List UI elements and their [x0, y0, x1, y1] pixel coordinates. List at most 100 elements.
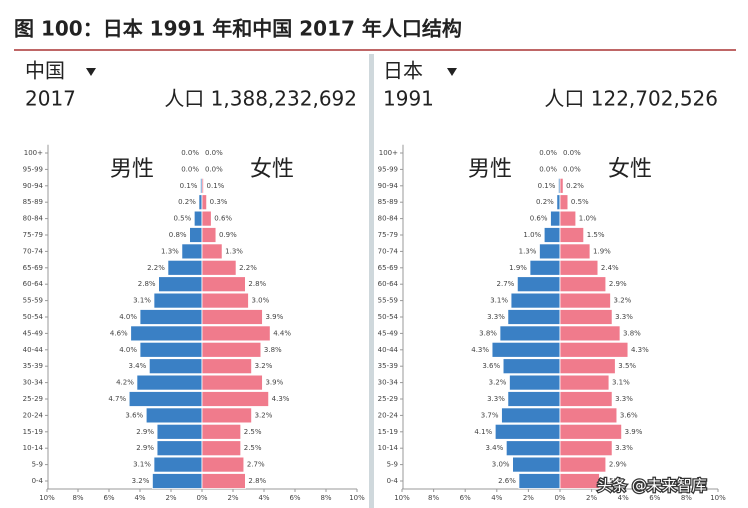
y-tick-label: 75-79	[378, 231, 398, 239]
bar	[189, 227, 203, 243]
data-label: 0.0%	[181, 165, 199, 173]
bar	[201, 177, 204, 194]
bar	[507, 391, 561, 407]
data-label: 2.7%	[247, 461, 265, 469]
data-label: 0.0%	[539, 149, 557, 157]
bar	[501, 407, 561, 424]
data-label: 1.3%	[161, 247, 179, 255]
x-tick-label: 2%	[523, 494, 534, 502]
data-label: 4.2%	[116, 379, 134, 387]
bar	[181, 243, 203, 260]
data-label: 1.3%	[225, 247, 243, 255]
data-label: 2.7%	[497, 280, 515, 288]
bar	[505, 440, 561, 457]
x-tick-label: 8%	[428, 494, 439, 502]
bar	[559, 456, 607, 473]
data-label: 3.2%	[255, 411, 273, 419]
bar	[539, 243, 561, 260]
data-label: 3.9%	[625, 428, 643, 436]
y-tick-label: 30-34	[378, 379, 399, 387]
y-tick-label: 30-34	[23, 379, 44, 387]
data-label: 2.8%	[138, 280, 156, 288]
bar	[559, 341, 629, 358]
data-label: 3.5%	[618, 362, 636, 370]
bar	[510, 292, 561, 309]
data-label: 4.0%	[119, 346, 137, 354]
data-label: 3.3%	[487, 313, 505, 321]
data-label: 2.6%	[498, 477, 516, 485]
bar	[201, 276, 246, 293]
bar	[559, 423, 623, 440]
y-tick-label: 70-74	[23, 247, 44, 255]
x-tick-label: 2%	[586, 494, 597, 502]
data-label: 1.0%	[523, 231, 541, 239]
data-label: 3.3%	[615, 313, 633, 321]
x-tick-label: 6%	[649, 494, 660, 502]
x-tick-label: 4%	[134, 494, 145, 502]
x-tick-label: 4%	[491, 494, 502, 502]
data-label: 3.2%	[614, 297, 632, 305]
bar	[201, 309, 263, 325]
x-tick-label: 8%	[320, 494, 331, 502]
bar	[201, 423, 242, 440]
figure-title: 图 100：日本 1991 年和中国 2017 年人口结构	[14, 17, 462, 41]
data-label: 1.5%	[587, 231, 605, 239]
data-label: 4.3%	[471, 346, 489, 354]
bar	[509, 374, 561, 391]
bar	[128, 391, 203, 407]
bar	[201, 358, 252, 375]
bar	[201, 341, 262, 358]
data-label: 3.9%	[265, 313, 283, 321]
data-label: 2.9%	[136, 428, 154, 436]
data-label: 3.2%	[132, 477, 150, 485]
bar	[139, 309, 203, 325]
data-label: 0.6%	[530, 215, 548, 223]
data-label: 0.0%	[181, 149, 199, 157]
y-tick-label: 35-39	[378, 362, 398, 370]
y-tick-label: 40-44	[23, 346, 44, 354]
bar	[494, 423, 561, 440]
y-tick-label: 90-94	[23, 182, 44, 190]
data-label: 3.8%	[264, 346, 282, 354]
data-label: 2.9%	[136, 444, 154, 452]
data-label: 3.8%	[623, 329, 641, 337]
y-tick-label: 80-84	[378, 215, 399, 223]
legend-label: 女性	[608, 157, 652, 182]
data-label: 0.1%	[180, 182, 198, 190]
data-label: 3.1%	[490, 297, 508, 305]
data-label: 3.8%	[479, 329, 497, 337]
x-tick-label: 0%	[554, 494, 565, 502]
data-label: 3.2%	[255, 362, 273, 370]
x-tick-label: 10%	[39, 494, 55, 502]
y-tick-label: 95-99	[23, 165, 43, 173]
watermark: 头条 @未来智库	[597, 477, 707, 495]
data-label: 0.0%	[563, 165, 581, 173]
bar	[559, 440, 613, 457]
bar	[559, 194, 569, 211]
x-tick-label: 0%	[196, 494, 207, 502]
bar	[145, 407, 203, 424]
y-tick-label: 5-9	[387, 461, 398, 469]
data-label: 3.4%	[485, 444, 503, 452]
y-tick-label: 50-54	[23, 313, 44, 321]
bar	[153, 456, 203, 473]
bar	[193, 210, 203, 227]
data-label: 0.2%	[178, 198, 196, 206]
x-tick-label: 8%	[72, 494, 83, 502]
x-tick-label: 10%	[349, 494, 365, 502]
data-label: 3.0%	[252, 297, 270, 305]
data-label: 3.1%	[612, 379, 630, 387]
panel-title: 中国	[25, 59, 65, 83]
data-label: 1.3%	[519, 247, 537, 255]
y-tick-label: 45-49	[378, 329, 398, 337]
dropdown-icon	[86, 68, 96, 76]
bar	[507, 309, 561, 325]
data-label: 2.8%	[248, 477, 266, 485]
y-tick-label: 100+	[379, 149, 398, 157]
data-label: 3.3%	[487, 395, 505, 403]
bar	[201, 374, 263, 391]
bar	[559, 358, 616, 375]
bar	[198, 194, 203, 211]
legend-label: 女性	[250, 157, 294, 182]
